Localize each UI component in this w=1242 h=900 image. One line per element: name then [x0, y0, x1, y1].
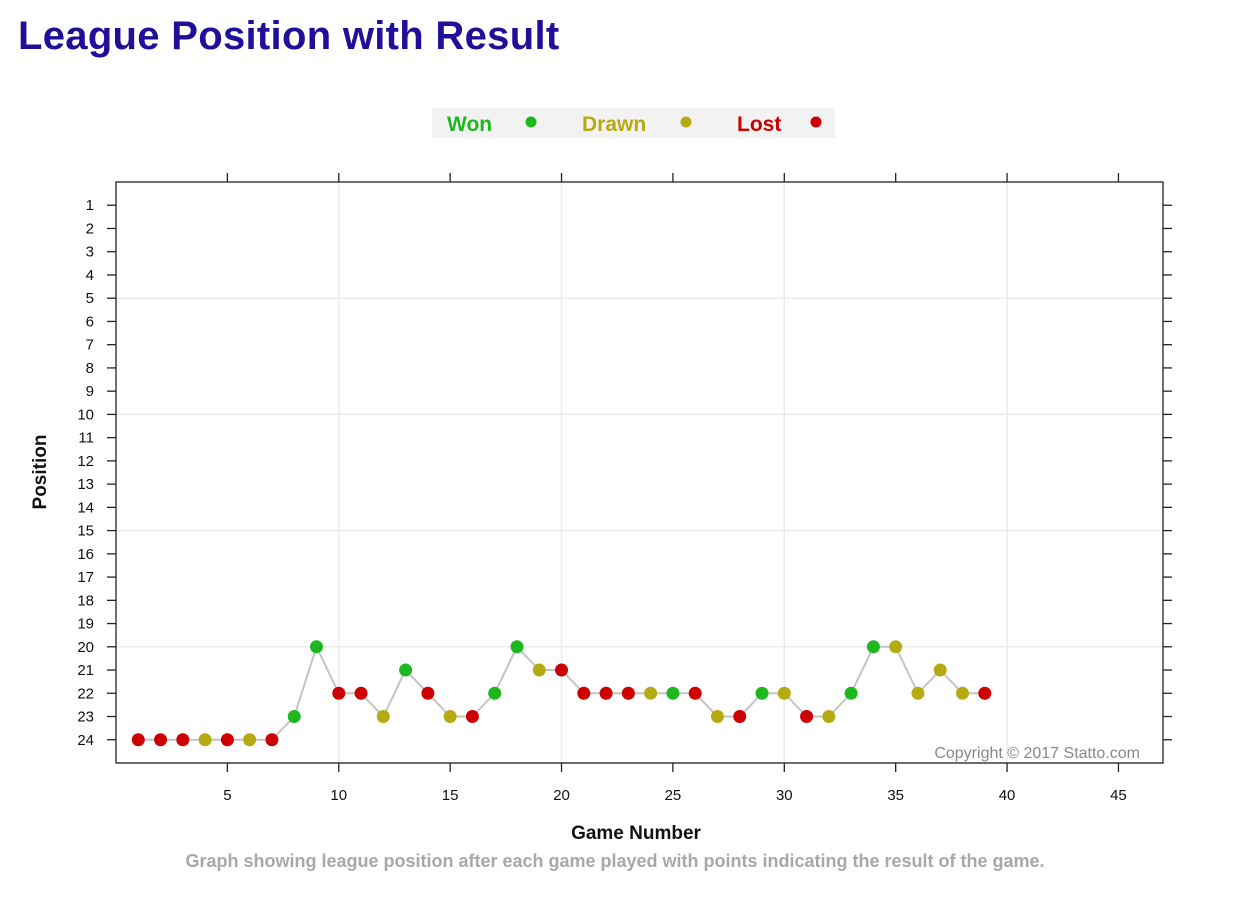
y-tick-label: 9	[86, 383, 94, 400]
data-point-game-3	[176, 733, 190, 747]
data-point-game-8	[287, 710, 301, 724]
y-tick-label: 11	[78, 430, 94, 447]
legend-marker-drawn	[680, 116, 692, 128]
copyright-text: Copyright © 2017 Statto.com	[934, 745, 1140, 762]
data-point-game-5	[220, 733, 234, 747]
axis-ticks	[107, 173, 1172, 772]
data-point-game-28	[733, 710, 747, 724]
data-point-game-21	[577, 686, 591, 700]
data-point-game-34	[866, 640, 880, 654]
data-point-game-29	[755, 686, 769, 700]
data-point-game-24	[644, 686, 658, 700]
y-axis-title: Position	[30, 435, 51, 510]
y-tick-label: 8	[86, 360, 94, 377]
x-tick-label: 20	[553, 787, 570, 804]
x-tick-labels: 5 10 15 20 25 30 35 40 45	[223, 787, 1127, 804]
data-point-game-6	[243, 733, 257, 747]
y-tick-label: 2	[86, 220, 94, 237]
data-point-game-4	[198, 733, 212, 747]
data-point-game-2	[154, 733, 168, 747]
data-point-game-10	[332, 686, 346, 700]
data-point-game-26	[688, 686, 702, 700]
data-point-game-17	[488, 686, 502, 700]
data-point-game-9	[309, 640, 323, 654]
legend-box	[432, 108, 835, 138]
data-point-game-23	[621, 686, 635, 700]
plot-frame	[115, 181, 1164, 764]
data-point-game-15	[443, 710, 457, 724]
x-tick-label: 45	[1110, 787, 1127, 804]
y-tick-label: 24	[77, 732, 94, 749]
data-point-game-19	[532, 663, 546, 677]
y-tick-label: 6	[86, 313, 94, 330]
legend-label-won: Won	[447, 113, 492, 136]
result-points	[131, 640, 992, 747]
chart-grid	[116, 182, 1163, 764]
data-point-game-36	[911, 686, 925, 700]
x-tick-label: 10	[330, 787, 347, 804]
legend-marker-won	[525, 116, 537, 128]
legend-label-drawn: Drawn	[582, 113, 646, 136]
data-point-game-12	[376, 710, 390, 724]
y-tick-label: 3	[86, 244, 94, 261]
y-tick-label: 12	[77, 453, 94, 470]
y-tick-label: 7	[86, 337, 94, 354]
y-tick-label: 19	[77, 616, 94, 633]
data-point-game-14	[421, 686, 435, 700]
data-point-game-18	[510, 640, 524, 654]
data-point-game-1	[131, 733, 145, 747]
x-tick-label: 15	[442, 787, 459, 804]
y-tick-label: 14	[77, 499, 94, 516]
y-tick-label: 15	[77, 523, 94, 540]
data-point-game-7	[265, 733, 279, 747]
legend-label-lost: Lost	[737, 113, 781, 136]
chart-caption: Graph showing league position after each…	[185, 851, 1044, 871]
legend-marker-lost	[810, 116, 822, 128]
data-point-game-11	[354, 686, 368, 700]
y-tick-label: 21	[77, 662, 94, 679]
x-tick-label: 30	[776, 787, 793, 804]
y-tick-label: 17	[77, 569, 94, 586]
data-point-game-25	[666, 686, 680, 700]
data-point-game-32	[822, 710, 836, 724]
x-tick-label: 25	[665, 787, 682, 804]
x-tick-label: 40	[999, 787, 1016, 804]
y-tick-label: 10	[77, 406, 94, 423]
x-axis-title: Game Number	[571, 823, 701, 844]
y-tick-label: 22	[77, 685, 94, 702]
y-tick-label: 4	[86, 267, 94, 284]
data-point-game-16	[465, 710, 479, 724]
data-point-game-35	[889, 640, 903, 654]
y-tick-label: 23	[77, 709, 94, 726]
x-tick-label: 35	[887, 787, 904, 804]
data-point-game-27	[710, 710, 724, 724]
y-tick-label: 16	[77, 546, 94, 563]
y-tick-label: 1	[86, 197, 94, 214]
y-tick-label: 18	[77, 592, 94, 609]
y-tick-label: 5	[86, 290, 94, 307]
y-tick-label: 20	[77, 639, 94, 656]
x-tick-label: 5	[223, 787, 231, 804]
data-point-game-31	[800, 710, 814, 724]
y-tick-label: 13	[77, 476, 94, 493]
data-point-game-20	[555, 663, 569, 677]
data-point-game-30	[777, 686, 791, 700]
chart-legend: Won Drawn Lost	[432, 108, 835, 138]
data-point-game-37	[933, 663, 947, 677]
data-point-game-38	[956, 686, 970, 700]
data-point-game-33	[844, 686, 858, 700]
data-point-game-39	[978, 686, 992, 700]
data-point-game-13	[399, 663, 413, 677]
data-point-game-22	[599, 686, 613, 700]
page-title: League Position with Result	[18, 14, 560, 58]
